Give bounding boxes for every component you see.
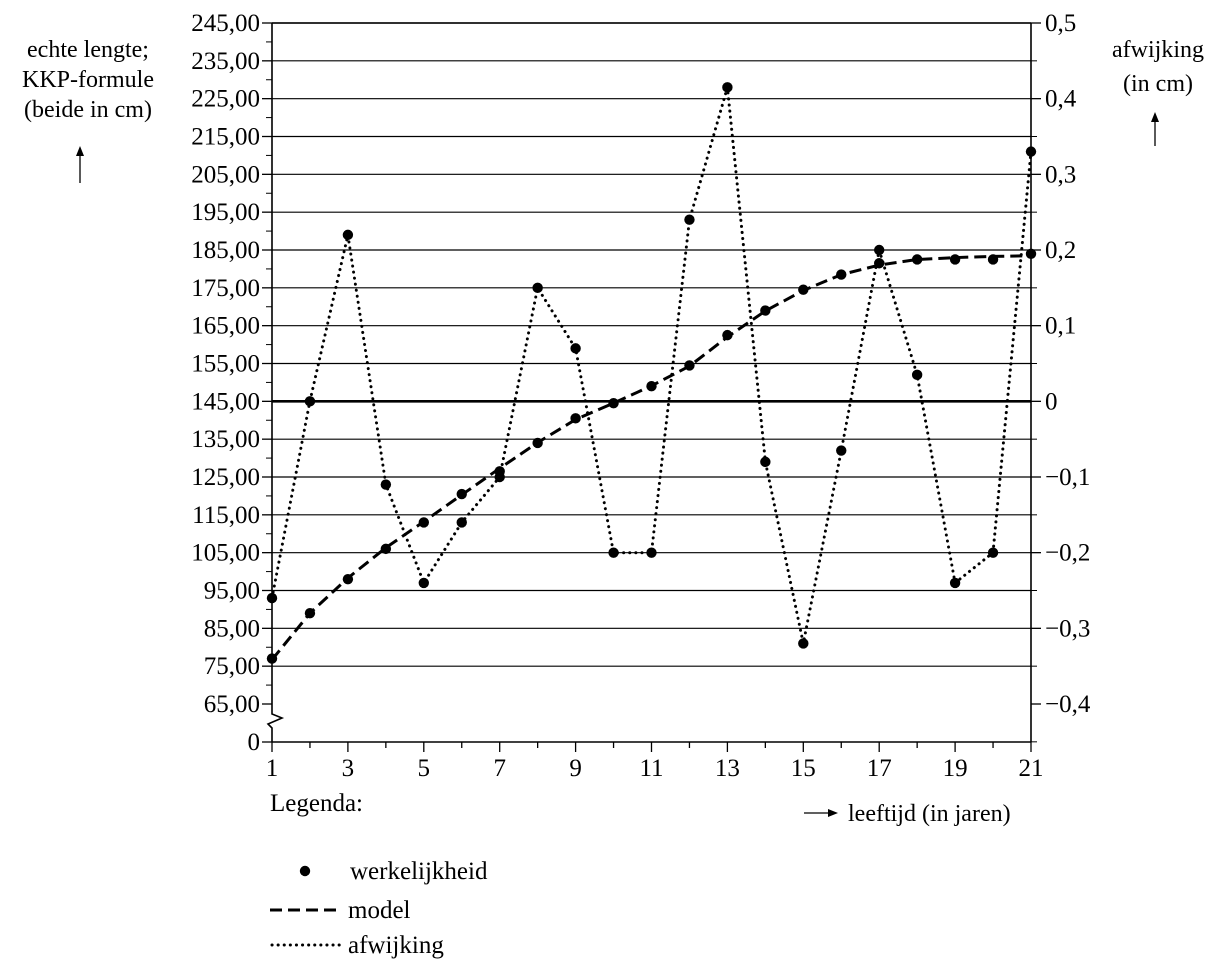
legend-marker-dot: [299, 865, 311, 877]
legend-label-werkelijkheid: werkelijkheid: [350, 858, 488, 885]
left-tick-label: 225,00: [191, 86, 260, 113]
left-tick-label: 185,00: [191, 237, 260, 264]
data-point: [456, 517, 467, 528]
x-tick-label: 5: [418, 755, 431, 782]
x-tick-label: 7: [493, 755, 506, 782]
legend-item-afwijking: afwijking: [270, 932, 444, 959]
data-point: [608, 547, 619, 558]
data-point: [836, 445, 847, 456]
x-axis-ticks: 1 3 5 7 9 11 13 15 17 19 21: [266, 742, 1044, 782]
data-point: [494, 471, 505, 483]
x-axis-title: leeftijd (in jaren): [804, 801, 1011, 827]
series-layer: [266, 82, 1037, 664]
x-tick-label: 11: [639, 755, 663, 782]
left-tick-label: 85,00: [204, 615, 260, 642]
data-point: [760, 456, 771, 468]
data-point: [949, 254, 961, 265]
data-point: [987, 547, 999, 558]
legend-label-model: model: [348, 897, 411, 924]
left-tick-label: 145,00: [191, 388, 260, 415]
left-tick-label: 155,00: [191, 351, 260, 378]
left-tick-label: 205,00: [191, 161, 260, 188]
right-tick-label: 0: [1045, 388, 1058, 415]
model-line: [270, 254, 1032, 661]
data-point: [532, 282, 543, 294]
data-point: [608, 398, 619, 409]
left-axis-title: echte lengte; KKP-formule (beide in cm): [22, 37, 154, 183]
legend-item-werkelijkheid: werkelijkheid: [299, 858, 488, 885]
x-tick-label: 9: [569, 755, 582, 782]
right-arrow-icon: [804, 809, 838, 817]
right-tick-label: 0,2: [1045, 237, 1076, 264]
data-point: [722, 82, 733, 93]
right-tick-label: −0,4: [1045, 691, 1091, 718]
left-tick-label: 165,00: [191, 313, 260, 340]
data-point: [380, 479, 392, 490]
x-tick-label: 15: [791, 755, 816, 782]
right-tick-label: −0,1: [1045, 464, 1090, 491]
series-werkelijkheid: [266, 248, 1037, 664]
right-axis-title-line-1: afwijking: [1112, 37, 1204, 63]
gridlines: [272, 22, 1031, 667]
left-tick-label: 235,00: [191, 48, 260, 75]
right-tick-label: −0,3: [1045, 615, 1090, 642]
x-tick-label: 3: [342, 755, 355, 782]
left-tick-label: 215,00: [191, 124, 260, 151]
data-point: [570, 343, 581, 354]
left-tick-label: 65,00: [204, 691, 260, 718]
data-point: [646, 547, 657, 558]
right-tick-label: 0,5: [1045, 10, 1076, 37]
legend-label-afwijking: afwijking: [348, 932, 444, 959]
left-axis-title-line-1: echte lengte;: [27, 37, 149, 63]
data-point: [1025, 248, 1037, 259]
afwijking-line: [270, 85, 1033, 645]
left-tick-label: 75,00: [204, 653, 260, 680]
data-point: [1025, 146, 1037, 157]
left-axis-title-line-2: KKP-formule: [22, 67, 154, 93]
legend-title: Legenda:: [270, 790, 363, 817]
series-model: [270, 254, 1032, 661]
left-tick-label: 125,00: [191, 464, 260, 491]
up-arrow-icon: [76, 146, 84, 183]
data-point: [418, 577, 429, 589]
x-tick-label: 1: [266, 755, 279, 782]
left-tick-label: 175,00: [191, 275, 260, 302]
right-tick-label: −0,2: [1045, 540, 1090, 567]
left-axis-title-line-3: (beide in cm): [24, 97, 152, 123]
right-axis-title: afwijking (in cm): [1112, 37, 1204, 146]
left-tick-label: 195,00: [191, 199, 260, 226]
data-point: [684, 214, 695, 225]
data-point: [949, 577, 961, 589]
left-tick-label: 245,00: [191, 10, 260, 37]
left-tick-label: 115,00: [192, 502, 260, 529]
data-point: [342, 229, 354, 241]
data-point: [304, 396, 316, 407]
left-tick-label: 0: [248, 729, 261, 756]
legend-item-model: model: [270, 897, 411, 924]
x-tick-label: 21: [1019, 755, 1044, 782]
left-tick-label: 95,00: [204, 578, 260, 605]
data-point: [874, 244, 885, 256]
right-axis-title-line-2: (in cm): [1123, 71, 1193, 97]
legend: Legenda: werkelijkheid model afwijking: [270, 790, 488, 959]
series-afwijking: [266, 82, 1037, 649]
up-arrow-icon: [1151, 112, 1159, 146]
data-point: [911, 254, 923, 265]
x-tick-label: 19: [943, 755, 968, 782]
right-tick-label: 0,3: [1045, 161, 1076, 188]
left-axis-ticks: 65,00 75,00 85,00 95,00 105,00 115,00 125,00 13…: [191, 10, 272, 756]
right-axis-ticks: −0,4 −0,3 −0,2 −0,1 0 0,1 0,2 0,3 0,4 0,5: [1031, 10, 1091, 743]
data-point: [911, 369, 923, 381]
x-tick-label: 13: [715, 755, 740, 782]
left-tick-label: 135,00: [191, 426, 260, 453]
data-point: [798, 638, 809, 649]
right-tick-label: 0,4: [1045, 86, 1077, 113]
x-tick-label: 17: [867, 755, 892, 782]
left-tick-label: 105,00: [191, 540, 260, 567]
data-point: [266, 592, 278, 604]
right-tick-label: 0,1: [1045, 313, 1076, 340]
x-axis-title-text: leeftijd (in jaren): [848, 801, 1011, 827]
